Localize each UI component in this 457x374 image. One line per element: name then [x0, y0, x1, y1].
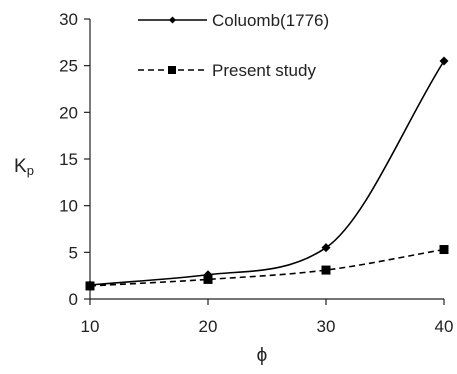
data-point-square: [321, 265, 331, 275]
legend-label-coluomb: Coluomb(1776): [212, 11, 329, 30]
x-tick-label: 40: [435, 317, 454, 336]
x-tick-label: 10: [81, 317, 100, 336]
data-point-square: [439, 245, 449, 255]
legend: Coluomb(1776) Present study: [138, 11, 329, 80]
y-tick-label: 25: [59, 57, 78, 76]
y-tick-label: 15: [59, 150, 78, 169]
x-axis-label: ϕ: [257, 345, 268, 366]
y-tick-label: 20: [59, 103, 78, 122]
y-tick-label: 30: [59, 10, 78, 29]
y-axis-label: Kp: [14, 156, 34, 178]
x-tick-label: 30: [317, 317, 336, 336]
legend-marker-square: [168, 66, 176, 74]
legend-label-present-study: Present study: [212, 61, 316, 80]
legend-marker-diamond: [169, 16, 176, 24]
series-line-coluomb: [89, 60, 445, 286]
series: [85, 56, 449, 291]
legend-item-coluomb: Coluomb(1776): [138, 11, 329, 30]
y-tick-label: 10: [59, 197, 78, 216]
x-tick-label: 20: [199, 317, 218, 336]
data-point-square: [203, 274, 213, 284]
data-point-diamond: [321, 243, 331, 253]
y-tick-label: 0: [69, 290, 78, 309]
y-tick-label: 5: [69, 243, 78, 262]
legend-item-present-study: Present study: [138, 61, 316, 80]
data-point-square: [85, 281, 95, 291]
ticks: 0 5 10 15 20 25 30 10 20 30 40: [59, 10, 453, 336]
data-point-diamond: [439, 56, 449, 66]
